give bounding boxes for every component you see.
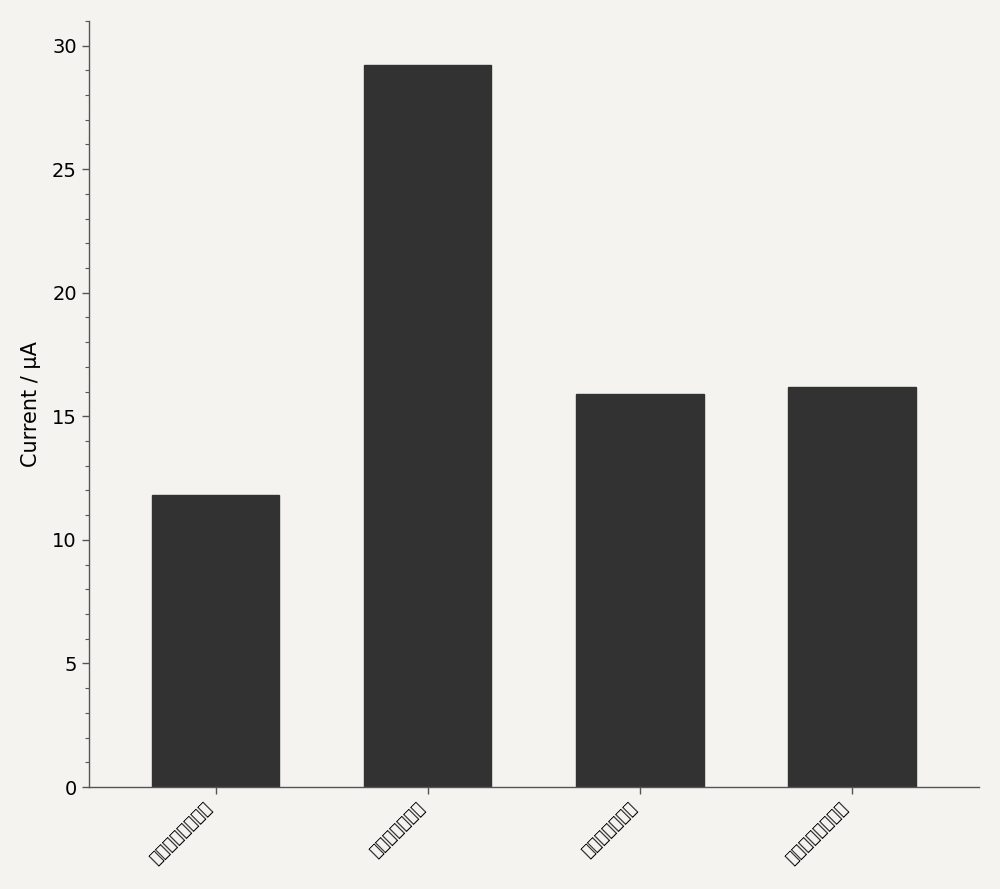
Bar bbox=[152, 495, 279, 787]
Bar bbox=[364, 65, 491, 787]
Y-axis label: Current / μA: Current / μA bbox=[21, 341, 41, 467]
Bar bbox=[788, 387, 916, 787]
Bar bbox=[576, 394, 704, 787]
